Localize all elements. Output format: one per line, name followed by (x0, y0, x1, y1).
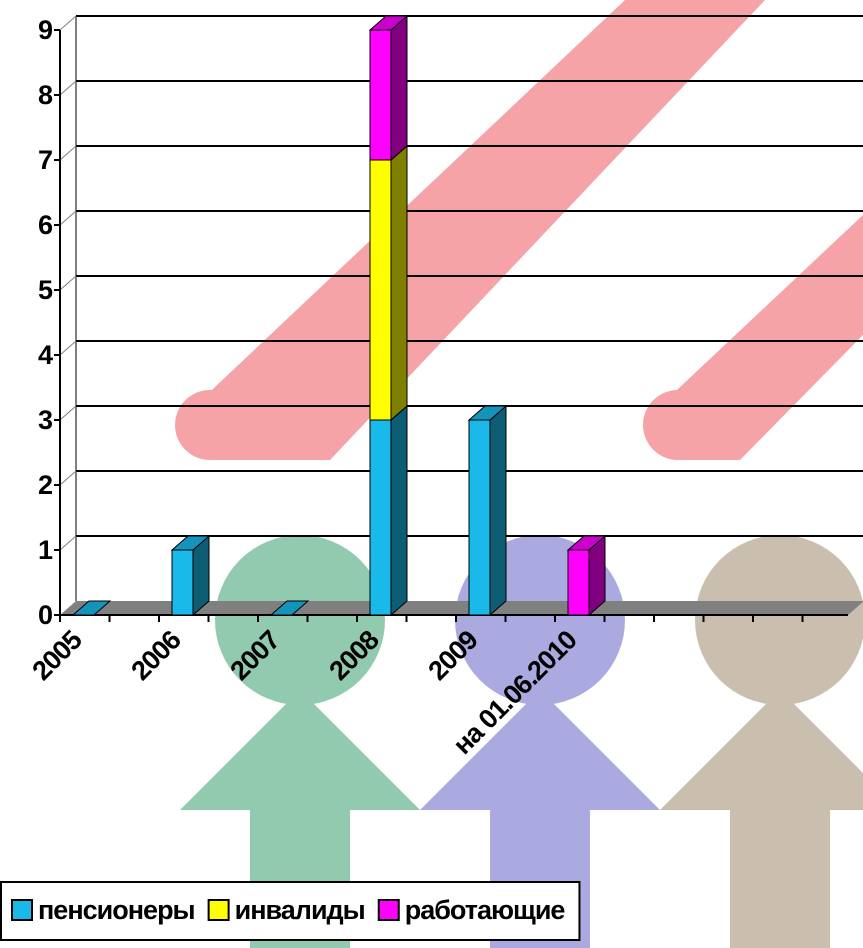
y-tick-label: 0 (38, 600, 52, 630)
figure-arrow (660, 690, 863, 948)
grid-line-side (59, 535, 77, 551)
figure-head (695, 535, 863, 705)
figure-arrow (180, 690, 420, 948)
bar-top (368, 15, 409, 31)
bar-side (489, 404, 507, 617)
stripe (180, 0, 765, 460)
grid-line-side (59, 340, 77, 356)
bar-side (390, 404, 408, 617)
floor (60, 601, 863, 615)
legend-label: работающие (405, 895, 566, 925)
y-tick-label: 6 (38, 210, 53, 240)
bar-segment (369, 419, 392, 616)
bar-top (269, 600, 310, 616)
legend-swatch (207, 899, 230, 921)
bar-top (467, 405, 508, 421)
bar-segment (567, 549, 590, 616)
bar-segment (171, 549, 194, 616)
legend-swatch (377, 899, 400, 921)
legend: пенсионеры инвалиды работающие (0, 881, 581, 941)
figure-head (215, 535, 385, 705)
grid-line-side (59, 210, 77, 226)
legend-label: пенсионеры (38, 895, 195, 925)
y-tick-label: 7 (38, 145, 52, 175)
stripe-end (175, 390, 245, 460)
x-tick-label: 2006 (125, 624, 187, 686)
y-tick-label: 8 (38, 80, 53, 110)
bar-segment (468, 419, 491, 616)
grid-line-side (59, 15, 77, 31)
bar-segment (369, 29, 392, 161)
x-tick-label: 2005 (26, 624, 88, 686)
figure-arrow (420, 690, 660, 948)
grid-line-side (59, 275, 77, 291)
grid-line-side (59, 470, 77, 486)
legend-swatch (11, 899, 33, 921)
stripe-end (643, 390, 713, 460)
bar-segment (369, 159, 392, 421)
legend-label: инвалиды (235, 895, 365, 925)
grid-line-side (59, 145, 77, 161)
y-tick-label: 9 (38, 15, 53, 45)
bar-side (390, 144, 408, 422)
grid-line-side (59, 80, 77, 96)
bar-top (566, 535, 607, 551)
grid-line-side (59, 405, 77, 421)
bar-top (170, 535, 211, 551)
background-art (175, 0, 863, 948)
y-tick-label: 4 (38, 340, 53, 370)
bar-top (71, 600, 112, 616)
bar-side (390, 14, 408, 162)
y-tick-label: 1 (38, 535, 53, 565)
y-tick-label: 3 (38, 405, 53, 435)
y-tick-label: 5 (38, 275, 53, 305)
legend-box (0, 881, 581, 941)
y-tick-label: 2 (38, 470, 52, 500)
